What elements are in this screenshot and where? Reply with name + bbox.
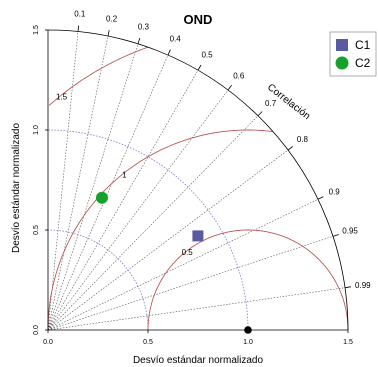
x-tick-label: 0.5 <box>143 339 153 346</box>
correlation-tick <box>197 64 202 71</box>
correlation-ray <box>47 149 289 331</box>
y-tick-label: 0.0 <box>33 325 40 335</box>
correlation-ray <box>47 31 79 331</box>
x-tick-label: 1.5 <box>343 339 353 346</box>
correlation-tick-label: 0.95 <box>342 227 358 236</box>
correlation-tick-label: 0.2 <box>106 14 118 23</box>
correlation-tick <box>317 196 324 200</box>
correlation-rays <box>47 31 346 331</box>
rms-contour-label: 0.5 <box>182 248 194 257</box>
sd-arc <box>47 229 149 331</box>
correlation-tick <box>287 146 294 151</box>
correlation-ticks: 0.1 0.2 0.3 0.4 0.5 0.6 0.7 0.8 0.9 0.95 0.99 <box>74 10 371 291</box>
correlation-tick <box>332 234 339 237</box>
correlation-ray <box>47 43 139 331</box>
sd-ticks: 0.00.0 0.5 0.5 1.0 1.0 1.5 1.5 <box>33 25 353 346</box>
sd-arc <box>47 129 249 331</box>
rms-contour-label: 1 <box>122 170 127 179</box>
correlation-ray <box>47 198 319 331</box>
x-tick-label: 1.0 <box>243 339 253 346</box>
correlation-ray <box>47 36 109 331</box>
data-points <box>95 191 252 334</box>
correlation-ray <box>47 115 259 331</box>
point-c2 <box>95 191 108 204</box>
point-c1 <box>192 230 204 242</box>
legend-marker-c1 <box>336 39 348 51</box>
correlation-tick-label: 0.3 <box>138 23 150 32</box>
legend-label-c2: C2 <box>355 56 371 70</box>
legend-label-c1: C1 <box>355 38 371 52</box>
correlation-tick-label: 0.7 <box>265 99 277 108</box>
y-tick-label: 1.0 <box>33 125 40 135</box>
correlation-tick <box>137 37 141 44</box>
correlation-tick-label: 0.99 <box>355 281 371 290</box>
correlation-tick-label: 0.9 <box>329 187 341 196</box>
sd-arcs <box>47 129 249 331</box>
x-tick-label: 0.0 <box>43 339 53 346</box>
correlation-ray <box>47 287 346 331</box>
axes-frame <box>47 29 349 331</box>
reference-point <box>244 326 252 334</box>
correlation-tick-label: 0.4 <box>170 35 182 44</box>
correlation-tick <box>167 49 171 56</box>
correlation-ray <box>47 70 199 331</box>
rms-contour <box>48 46 149 106</box>
outer-arc <box>47 29 349 331</box>
correlation-tick <box>77 25 79 32</box>
rms-contours: 0.5 1 1.5 <box>47 46 349 330</box>
correlation-tick-label: 0.8 <box>297 135 309 144</box>
correlation-tick-label: 0.1 <box>74 10 86 19</box>
correlation-tick-label: 0.6 <box>233 72 245 81</box>
y-tick-label: 1.5 <box>33 25 40 35</box>
rms-contour-label: 1.5 <box>56 93 68 102</box>
y-tick-label: 0.5 <box>33 225 40 235</box>
correlation-ray <box>47 236 334 331</box>
correlation-tick <box>107 30 110 37</box>
correlation-tick <box>227 84 232 91</box>
rms-contour <box>147 229 349 330</box>
correlation-tick <box>344 286 351 289</box>
x-axis-label: Desvío estándar normalizado <box>133 355 264 366</box>
correlation-tick <box>257 111 263 117</box>
chart-title: OND <box>184 12 213 27</box>
correlation-tick-label: 0.5 <box>201 51 213 60</box>
correlation-ray <box>47 89 229 331</box>
rms-contour <box>47 129 273 330</box>
correlation-ray <box>47 54 169 331</box>
y-axis-label: Desvío estándar normalizado <box>11 123 22 254</box>
legend-marker-c2 <box>335 56 349 70</box>
